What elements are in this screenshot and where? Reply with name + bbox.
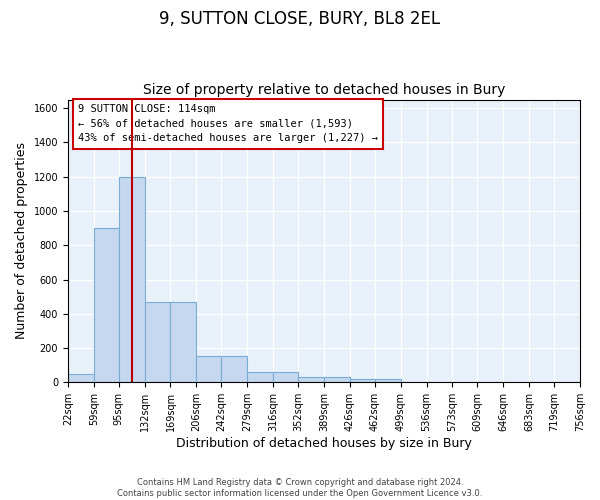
Bar — [94, 228, 119, 382]
Bar — [350, 379, 375, 382]
Bar — [170, 302, 196, 382]
Bar — [324, 377, 350, 382]
Bar — [68, 374, 94, 382]
X-axis label: Distribution of detached houses by size in Bury: Distribution of detached houses by size … — [176, 437, 472, 450]
Y-axis label: Number of detached properties: Number of detached properties — [15, 142, 28, 340]
Text: 9 SUTTON CLOSE: 114sqm
← 56% of detached houses are smaller (1,593)
43% of semi-: 9 SUTTON CLOSE: 114sqm ← 56% of detached… — [78, 104, 378, 144]
Bar — [298, 377, 324, 382]
Bar — [196, 356, 221, 382]
Bar — [221, 356, 247, 382]
Bar — [247, 372, 273, 382]
Bar — [273, 372, 298, 382]
Text: Contains HM Land Registry data © Crown copyright and database right 2024.
Contai: Contains HM Land Registry data © Crown c… — [118, 478, 482, 498]
Text: 9, SUTTON CLOSE, BURY, BL8 2EL: 9, SUTTON CLOSE, BURY, BL8 2EL — [160, 10, 440, 28]
Bar — [119, 176, 145, 382]
Bar — [375, 379, 401, 382]
Title: Size of property relative to detached houses in Bury: Size of property relative to detached ho… — [143, 83, 505, 97]
Bar — [145, 302, 170, 382]
